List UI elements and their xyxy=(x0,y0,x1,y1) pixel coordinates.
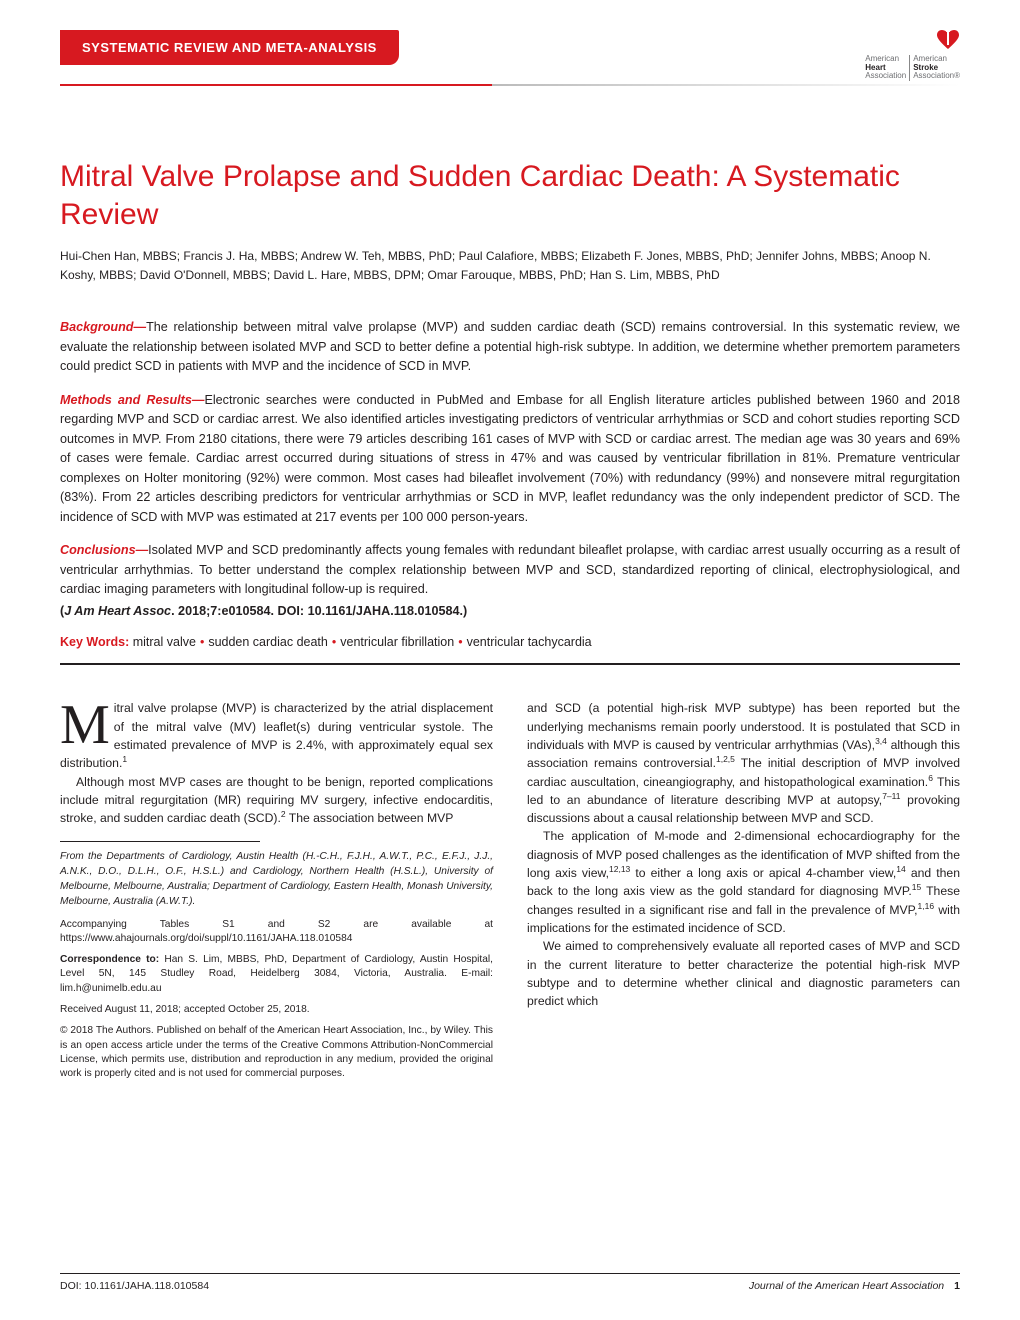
keywords-row: Key Words: mitral valve•sudden cardiac d… xyxy=(60,635,960,649)
footer-doi: DOI: 10.1161/JAHA.118.010584 xyxy=(60,1280,209,1292)
header: SYSTEMATIC REVIEW AND META-ANALYSIS Amer… xyxy=(60,30,960,78)
bullet-icon: • xyxy=(196,635,208,649)
body-para-4: The application of M-mode and 2-dimensio… xyxy=(527,827,960,937)
abstract-conclusions: Conclusions—Isolated MVP and SCD predomi… xyxy=(60,541,960,621)
section-rule xyxy=(60,663,960,665)
header-rule xyxy=(60,84,960,86)
footer-journal-name: Journal of the American Heart Associatio… xyxy=(749,1280,944,1292)
kw-1: mitral valve xyxy=(133,635,196,649)
bullet-icon: • xyxy=(328,635,340,649)
journal-abbrev: J Am Heart Assoc xyxy=(64,604,171,618)
p4b: to either a long axis or apical 4-chambe… xyxy=(630,866,896,880)
methods-text: Electronic searches were conducted in Pu… xyxy=(60,393,960,524)
kw-3: ventricular fibrillation xyxy=(340,635,454,649)
p2-tail: The association between MVP xyxy=(286,811,454,825)
body-para-5: We aimed to comprehensively evaluate all… xyxy=(527,937,960,1010)
body-para-1: Mitral valve prolapse (MVP) is character… xyxy=(60,699,493,772)
logo-r3: Association® xyxy=(913,72,960,81)
correspondence: Correspondence to: Han S. Lim, MBBS, PhD… xyxy=(60,953,493,996)
section-label: SYSTEMATIC REVIEW AND META-ANALYSIS xyxy=(60,30,399,65)
methods-label: Methods and Results— xyxy=(60,393,204,407)
ref-1213: 12,13 xyxy=(609,864,630,874)
abstract-methods: Methods and Results—Electronic searches … xyxy=(60,391,960,528)
page-footer: DOI: 10.1161/JAHA.118.010584 Journal of … xyxy=(60,1273,960,1292)
heart-torch-icon xyxy=(936,30,960,50)
keywords-label: Key Words: xyxy=(60,635,129,649)
article-title: Mitral Valve Prolapse and Sudden Cardiac… xyxy=(60,158,960,233)
aha-logo: American Heart Association American Stro… xyxy=(865,30,960,81)
body-columns: Mitral valve prolapse (MVP) is character… xyxy=(60,699,960,1088)
left-column: Mitral valve prolapse (MVP) is character… xyxy=(60,699,493,1088)
ref-34: 3,4 xyxy=(875,736,887,746)
ref-125: 1,2,5 xyxy=(716,754,735,764)
author-list: Hui-Chen Han, MBBS; Francis J. Ha, MBBS;… xyxy=(60,247,960,284)
body-para-3: and SCD (a potential high-risk MVP subty… xyxy=(527,699,960,827)
conclusions-text: Isolated MVP and SCD predominantly affec… xyxy=(60,543,960,596)
correspondence-label: Correspondence to: xyxy=(60,954,159,965)
body-para-2: Although most MVP cases are thought to b… xyxy=(60,773,493,828)
kw-2: sudden cardiac death xyxy=(208,635,328,649)
abstract-citation: (J Am Heart Assoc. 2018;7:e010584. DOI: … xyxy=(60,602,960,622)
ref-711: 7–11 xyxy=(882,791,900,801)
ref-116: 1,16 xyxy=(918,901,935,911)
citation-details: . 2018;7:e010584. DOI: 10.1161/JAHA.118.… xyxy=(171,604,467,618)
conclusions-label: Conclusions— xyxy=(60,543,148,557)
background-label: Background— xyxy=(60,320,146,334)
footer-journal: Journal of the American Heart Associatio… xyxy=(749,1280,960,1292)
ref-14: 14 xyxy=(896,864,905,874)
kw-4: ventricular tachycardia xyxy=(467,635,592,649)
supplementary-note: Accompanying Tables S1 and S2 are availa… xyxy=(60,918,493,947)
received-dates: Received August 11, 2018; accepted Octob… xyxy=(60,1003,493,1017)
dropcap: M xyxy=(60,699,114,749)
open-access-note: © 2018 The Authors. Published on behalf … xyxy=(60,1024,493,1081)
bullet-icon: • xyxy=(454,635,466,649)
affiliations: From the Departments of Cardiology, Aust… xyxy=(60,850,493,909)
affil-rule xyxy=(60,841,260,842)
logo-l3: Association xyxy=(865,72,906,81)
ref-15: 15 xyxy=(912,882,921,892)
ref-1: 1 xyxy=(122,754,127,764)
abstract-background: Background—The relationship between mitr… xyxy=(60,318,960,377)
right-column: and SCD (a potential high-risk MVP subty… xyxy=(527,699,960,1088)
background-text: The relationship between mitral valve pr… xyxy=(60,320,960,373)
page-number: 1 xyxy=(944,1280,960,1292)
